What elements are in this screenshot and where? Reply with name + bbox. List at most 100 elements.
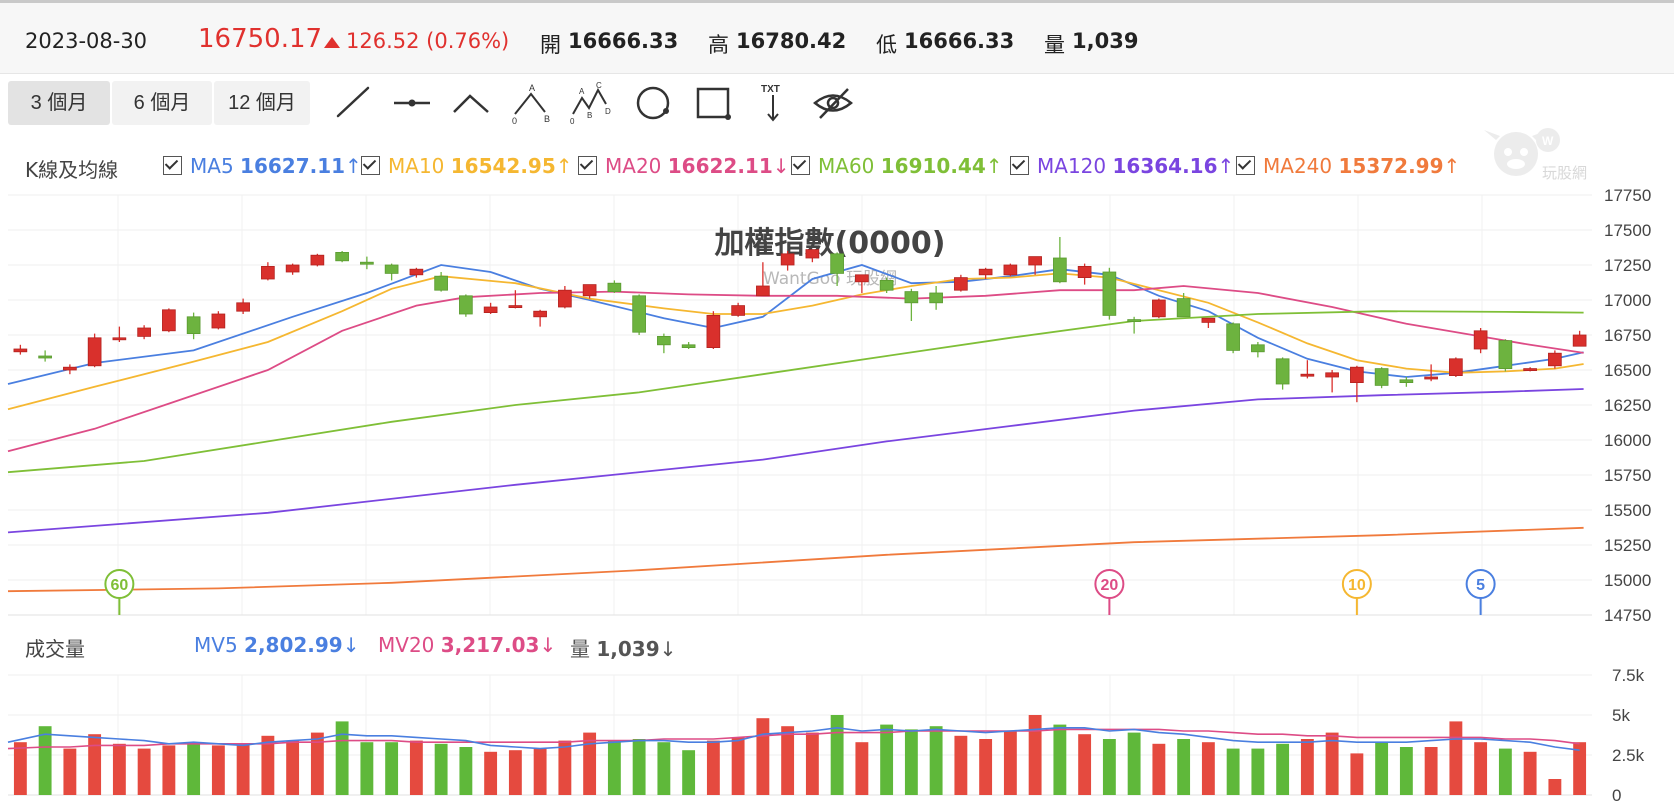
candle-body (1077, 265, 1092, 278)
ma120-legend[interactable]: MA120 16364.16↑ (1010, 154, 1234, 178)
open-label: 開 (540, 33, 561, 57)
chart-toolbar: 3 個月 6 個月 12 個月 A B 0 A B C D 0 (0, 74, 1674, 136)
svg-text:玩股網: 玩股網 (1542, 164, 1587, 182)
volume-bar (1276, 743, 1290, 795)
volume-bar (484, 751, 498, 795)
candle-body (310, 254, 325, 266)
ma20-legend[interactable]: MA20 16622.11↓ (578, 154, 790, 178)
y-tick-label: 17500 (1604, 221, 1651, 240)
volume-bar (112, 743, 126, 795)
candle-body (731, 305, 745, 316)
low-label: 低 (876, 33, 897, 57)
range-6m-button[interactable]: 6 個月 (112, 81, 212, 125)
ma120-checkbox[interactable] (1010, 156, 1029, 175)
mv5-line (7, 726, 1580, 751)
volume-bar (1028, 715, 1042, 795)
volume-tick-label: 2.5k (1612, 746, 1645, 765)
vol-legend: 量 1,039↓ (570, 637, 677, 661)
ma5-checkbox[interactable] (163, 156, 182, 175)
volume-legend-title: 成交量 (25, 637, 85, 661)
candle-body (285, 264, 300, 273)
cross-marker (104, 569, 135, 599)
candle-body (236, 302, 250, 312)
candle-body (434, 275, 448, 291)
cross-marker-label: 60 (110, 577, 128, 594)
chart-title: 加權指數(0000) (715, 226, 946, 261)
rectangle-icon[interactable] (692, 82, 734, 124)
circle-icon[interactable] (632, 82, 674, 124)
svg-text:A: A (579, 87, 585, 96)
cross-marker-label: 5 (1476, 577, 1485, 594)
candle-body (483, 306, 498, 313)
volume-bar (236, 743, 250, 795)
candle-body (211, 313, 226, 329)
horizontal-line-icon[interactable] (391, 82, 433, 124)
candle-body (63, 366, 77, 371)
ma5-legend[interactable]: MA5 16627.11↑ (163, 154, 362, 178)
candle-body (360, 261, 374, 265)
y-tick-label: 17250 (1604, 256, 1651, 275)
volume-tick-label: 0 (1612, 786, 1621, 805)
volume-bar (360, 742, 374, 795)
ma240-checkbox[interactable] (1236, 156, 1255, 175)
volume-bar (13, 742, 27, 795)
volume-bars (13, 715, 1587, 795)
volume-bar (855, 742, 869, 795)
volume-bar (1523, 751, 1537, 795)
candle-body (1350, 366, 1364, 384)
open-value: 16666.33 (568, 29, 679, 53)
ma120-line (7, 388, 1584, 534)
ma10-checkbox[interactable] (361, 156, 380, 175)
low-value: 16666.33 (904, 29, 1015, 53)
candle-body (1201, 317, 1216, 323)
ma60-checkbox[interactable] (791, 156, 810, 175)
volume-bar (805, 732, 819, 795)
svg-text:B: B (587, 111, 592, 120)
svg-text:TXT: TXT (761, 84, 780, 95)
range-3m-button[interactable]: 3 個月 (8, 81, 110, 125)
svg-text:0: 0 (570, 117, 575, 124)
volume-bar (1573, 742, 1587, 795)
cross-marker-label: 20 (1100, 577, 1118, 594)
y-tick-label: 15000 (1604, 571, 1651, 590)
ma240-legend[interactable]: MA240 15372.99↑ (1236, 154, 1460, 178)
angle-line-icon[interactable] (450, 82, 492, 124)
candle-body (1449, 358, 1463, 376)
volume-bar (1350, 753, 1364, 795)
candles (13, 237, 1587, 403)
mv20-line (7, 728, 1580, 750)
volume-bar (632, 739, 646, 795)
candle-body (582, 284, 597, 297)
volume-bar (434, 743, 448, 795)
candle-body (1473, 330, 1488, 350)
ma20-checkbox[interactable] (578, 156, 597, 175)
candle-body (1003, 264, 1018, 276)
trend-line-icon[interactable] (332, 82, 374, 124)
wantgoo-watermark-logo: W 玩股網 (1478, 124, 1608, 182)
volume-bar (508, 750, 522, 795)
y-tick-label: 16750 (1604, 326, 1651, 345)
ma10-legend[interactable]: MA10 16542.95↑ (361, 154, 573, 178)
volume-tick-label: 7.5k (1612, 666, 1645, 685)
abc-pattern-icon[interactable]: A B 0 (511, 82, 553, 126)
volume-bar (1251, 748, 1265, 795)
candle-body (1127, 319, 1141, 323)
price-legend: K線及均線 MA5 16627.11↑ MA10 16542.95↑ MA20 … (0, 148, 1600, 184)
volume-bar (1127, 732, 1141, 795)
y-tick-label: 17000 (1604, 291, 1651, 310)
volume-bar (459, 747, 473, 795)
candle-body (409, 268, 424, 276)
range-12m-button[interactable]: 12 個月 (214, 81, 310, 125)
volume-value: 1,039 (1072, 29, 1139, 53)
volume-bar (1003, 731, 1017, 795)
ma60-legend[interactable]: MA60 16910.44↑ (791, 154, 1003, 178)
volume-bar (979, 739, 993, 795)
candle-body (1028, 256, 1042, 266)
abcd-pattern-icon[interactable]: A B C D 0 (570, 81, 612, 126)
candle-body (1523, 368, 1537, 372)
volume-legend: 成交量 MV5 2,802.99↓ MV20 3,217.03↓ 量 1,039… (0, 630, 1000, 661)
text-arrow-icon[interactable]: TXT (752, 82, 794, 124)
hide-eye-icon[interactable] (812, 82, 854, 124)
volume-bar (1226, 748, 1240, 795)
